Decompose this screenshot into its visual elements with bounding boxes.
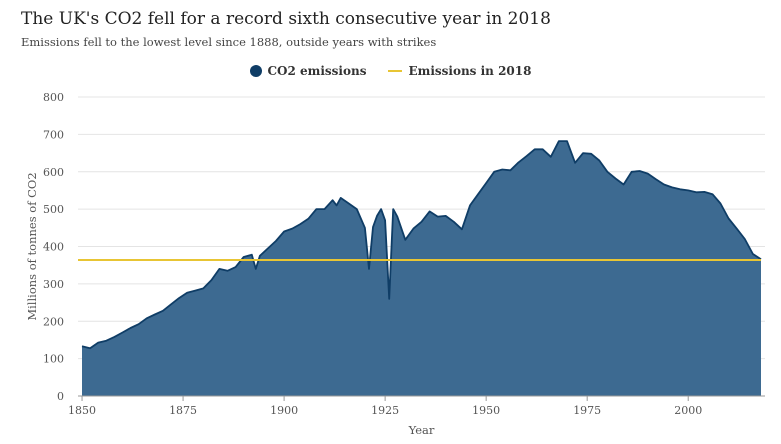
x-tick-label: 1850 xyxy=(68,404,96,417)
legend-label-co2: CO2 emissions xyxy=(267,64,367,78)
x-tick-label: 1925 xyxy=(371,404,399,417)
y-tick-label: 700 xyxy=(43,128,64,141)
y-axis-label: Millions of tonnes of CO2 xyxy=(25,172,39,320)
legend-item-co2[interactable]: CO2 emissions xyxy=(249,64,367,78)
x-axis-ticks: 1850 1875 1900 1925 1950 1975 2000 xyxy=(68,396,702,417)
legend-label-2018: Emissions in 2018 xyxy=(408,64,532,78)
y-tick-label: 800 xyxy=(43,91,64,104)
x-tick-label: 1975 xyxy=(573,404,601,417)
legend-item-2018[interactable]: Emissions in 2018 xyxy=(388,64,531,78)
y-tick-label: 0 xyxy=(57,390,64,403)
y-tick-label: 100 xyxy=(43,353,64,366)
x-tick-label: 1950 xyxy=(472,404,500,417)
y-tick-label: 200 xyxy=(43,315,64,328)
legend-line-icon xyxy=(388,70,403,72)
chart-title: The UK's CO2 fell for a record sixth con… xyxy=(21,9,551,29)
legend: CO2 emissions Emissions in 2018 xyxy=(0,64,781,78)
chart-subtitle: Emissions fell to the lowest level since… xyxy=(21,35,437,49)
legend-dot-icon xyxy=(249,65,262,77)
x-tick-label: 1900 xyxy=(270,404,298,417)
co2-emissions-area xyxy=(82,141,761,396)
x-tick-label: 1875 xyxy=(169,404,197,417)
y-tick-label: 400 xyxy=(43,241,64,254)
series-layer xyxy=(78,140,762,396)
y-axis-ticks: 0 100 200 300 400 500 600 700 800 xyxy=(43,91,64,403)
y-tick-label: 500 xyxy=(43,203,64,216)
x-tick-label: 2000 xyxy=(674,404,702,417)
co2-emissions-line xyxy=(81,140,762,350)
y-tick-label: 300 xyxy=(43,278,64,291)
y-tick-label: 600 xyxy=(43,166,64,179)
x-axis-label: Year xyxy=(408,423,435,437)
